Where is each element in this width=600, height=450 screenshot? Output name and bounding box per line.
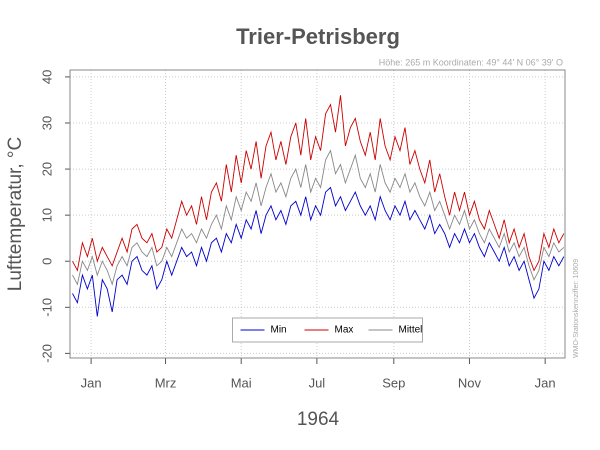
series-line bbox=[72, 186, 565, 317]
legend-label: Max bbox=[335, 325, 354, 336]
y-axis-label: Lufttemperatur, °C bbox=[5, 137, 26, 291]
plot-frame bbox=[69, 69, 566, 359]
y-tick-label: 40 bbox=[39, 70, 54, 84]
x-tick-label: Jan bbox=[535, 375, 556, 390]
x-axis-label: 1964 bbox=[297, 409, 340, 430]
legend-label: Mittel bbox=[399, 325, 423, 336]
legend-label: Min bbox=[271, 325, 287, 336]
x-tick-label: Mrz bbox=[155, 375, 177, 390]
x-tick-label: Jul bbox=[309, 375, 326, 390]
x-tick-label: Jan bbox=[81, 375, 102, 390]
x-tick-label: Sep bbox=[382, 375, 405, 390]
y-tick-label: -10 bbox=[39, 298, 54, 317]
y-tick-label: 0 bbox=[39, 258, 54, 265]
y-tick-label: 30 bbox=[39, 116, 54, 130]
y-tick-label: 10 bbox=[39, 208, 54, 222]
x-tick-label: Mai bbox=[231, 375, 252, 390]
side-note: WMO-Stationskennziffer: 10609 bbox=[573, 259, 580, 358]
y-tick-label: 20 bbox=[39, 162, 54, 176]
chart-title: Trier-Petrisberg bbox=[236, 24, 400, 49]
series-line bbox=[72, 149, 565, 286]
subtitle: Höhe: 265 m Koordinaten: 49° 44' N 06° 3… bbox=[379, 57, 563, 67]
x-tick-label: Nov bbox=[458, 375, 482, 390]
series-line bbox=[72, 95, 565, 272]
y-tick-label: -20 bbox=[39, 344, 54, 363]
